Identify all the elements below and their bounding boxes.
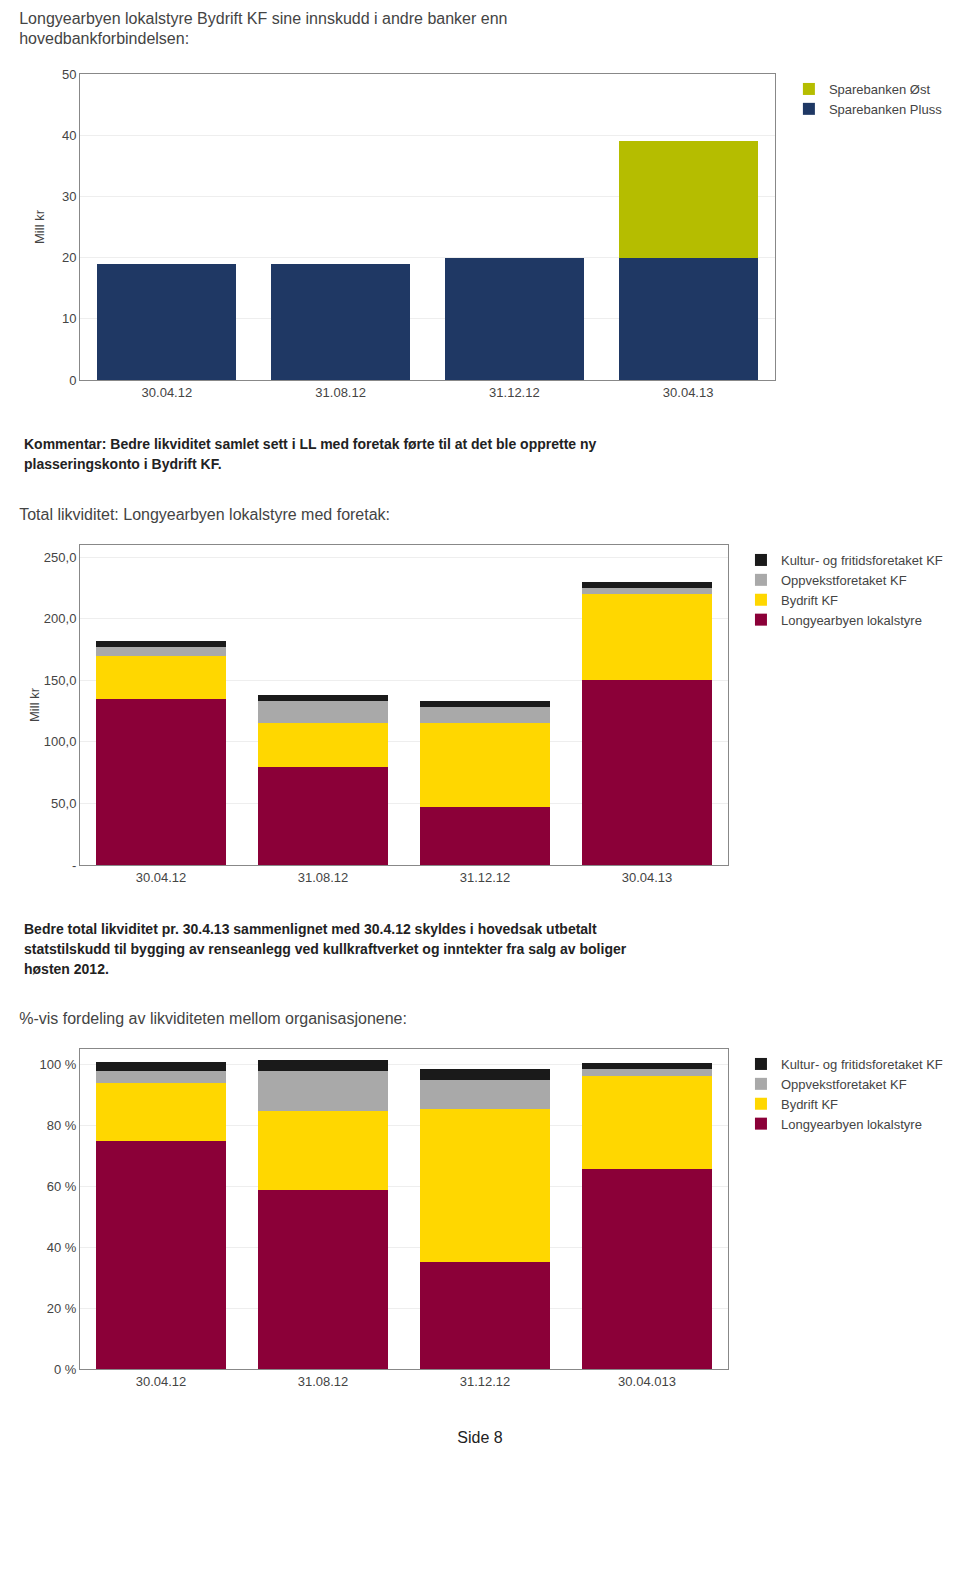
- svg-text:100,0: 100,0: [44, 734, 77, 749]
- svg-text:31.08.12: 31.08.12: [298, 869, 349, 884]
- svg-text:250,0: 250,0: [44, 549, 77, 564]
- svg-text:30.04.12: 30.04.12: [136, 869, 187, 884]
- svg-text:50: 50: [62, 67, 76, 82]
- svg-text:60 %: 60 %: [47, 1179, 77, 1194]
- svg-text:Mill kr: Mill kr: [27, 687, 42, 722]
- svg-text:150,0: 150,0: [44, 673, 77, 688]
- svg-text:30.04.13: 30.04.13: [663, 385, 714, 400]
- svg-text:20: 20: [62, 250, 76, 265]
- svg-text:-: -: [72, 857, 76, 872]
- svg-text:Kultur- og fritidsforetaket KF: Kultur- og fritidsforetaket KF: [781, 1058, 943, 1073]
- svg-text:30.04.12: 30.04.12: [136, 1374, 187, 1389]
- svg-text:31.08.12: 31.08.12: [315, 385, 366, 400]
- svg-text:200,0: 200,0: [44, 611, 77, 626]
- svg-text:Bydrift KF: Bydrift KF: [781, 1097, 838, 1112]
- svg-text:30.04.12: 30.04.12: [142, 385, 193, 400]
- svg-text:Sparebanken Øst: Sparebanken Øst: [829, 82, 931, 97]
- svg-text:50,0: 50,0: [51, 796, 76, 811]
- svg-text:Kultur- og fritidsforetaket KF: Kultur- og fritidsforetaket KF: [781, 553, 943, 568]
- svg-text:Mill kr: Mill kr: [32, 209, 47, 244]
- svg-text:31.12.12: 31.12.12: [460, 869, 511, 884]
- svg-text:Total likviditet: Longyearbyen: Total likviditet: Longyearbyen lokalstyr…: [19, 505, 390, 522]
- svg-text:30: 30: [62, 189, 76, 204]
- svg-text:10: 10: [62, 311, 76, 326]
- svg-text:31.08.12: 31.08.12: [298, 1374, 349, 1389]
- svg-text:100 %: 100 %: [40, 1057, 77, 1072]
- svg-text:40 %: 40 %: [47, 1240, 77, 1255]
- svg-text:Sparebanken Pluss: Sparebanken Pluss: [829, 102, 942, 117]
- svg-text:80 %: 80 %: [47, 1118, 77, 1133]
- svg-text:Longyearbyen lokalstyre Bydrif: Longyearbyen lokalstyre Bydrift KF sine …: [19, 10, 507, 48]
- svg-text:Oppvekstforetaket KF: Oppvekstforetaket KF: [781, 1077, 907, 1092]
- svg-text:20 %: 20 %: [47, 1301, 77, 1316]
- svg-text:0: 0: [69, 373, 76, 388]
- svg-text:0 %: 0 %: [54, 1362, 77, 1377]
- svg-text:40: 40: [62, 128, 76, 143]
- html-text:Bedre total likviditet pr. 30.: Bedre total likviditet pr. 30.4.13 samme…: [24, 920, 627, 978]
- svg-text:%-vis fordeling av likviditete: %-vis fordeling av likviditeten mellom o…: [19, 1010, 407, 1027]
- html-text:Side 8: Side 8: [457, 1429, 503, 1447]
- svg-text:Longyearbyen lokalstyre: Longyearbyen lokalstyre: [781, 1117, 922, 1132]
- svg-text:Bydrift KF: Bydrift KF: [781, 592, 838, 607]
- svg-text:Longyearbyen lokalstyre: Longyearbyen lokalstyre: [781, 612, 922, 627]
- svg-text:30.04.13: 30.04.13: [622, 869, 673, 884]
- html-text:Kommentar: Bedre likviditet sa: Kommentar: Bedre likviditet samlet sett …: [24, 436, 597, 473]
- svg-text:31.12.12: 31.12.12: [489, 385, 540, 400]
- svg-text:30.04.013: 30.04.013: [618, 1374, 676, 1389]
- svg-text:31.12.12: 31.12.12: [460, 1374, 511, 1389]
- svg-text:Oppvekstforetaket KF: Oppvekstforetaket KF: [781, 573, 907, 588]
